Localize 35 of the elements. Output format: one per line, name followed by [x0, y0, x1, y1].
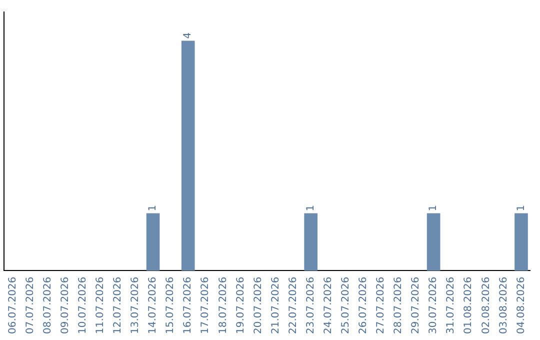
x-tick-label: 07.07.2026	[24, 276, 36, 334]
x-tick-label: 02.08.2026	[480, 276, 492, 334]
x-tick-label: 14.07.2026	[148, 276, 159, 334]
x-tick-label: 20.07.2026	[252, 276, 264, 334]
x-tick-label: 31.07.2026	[446, 276, 457, 334]
x-tick-label: 15.07.2026	[165, 276, 176, 334]
x-tick-label: 12.07.2026	[112, 276, 124, 334]
x-tick-label: 17.07.2026	[200, 276, 212, 334]
x-tick-label: 08.07.2026	[42, 276, 54, 334]
x-tick-label: 18.07.2026	[218, 276, 229, 334]
x-tick-label: 25.07.2026	[340, 276, 352, 334]
x-tick-label: 04.08.2026	[516, 276, 527, 334]
x-tick-label: 24.07.2026	[322, 276, 334, 334]
x-tick-label: 23.07.2026	[305, 276, 316, 334]
data-label: 1	[305, 204, 316, 212]
data-label: 1	[148, 204, 159, 212]
data-label: 1	[516, 204, 527, 212]
x-tick-label: 06.07.2026	[7, 276, 18, 334]
data-label: 1	[428, 204, 440, 212]
x-tick-label: 28.07.2026	[393, 276, 404, 334]
x-tick-label: 30.07.2026	[428, 276, 440, 334]
x-tick-label: 29.07.2026	[410, 276, 422, 334]
x-tick-label: 03.08.2026	[498, 276, 510, 334]
x-tick-label: 16.07.2026	[182, 276, 194, 334]
x-tick-label: 09.07.2026	[60, 276, 71, 334]
x-tick-label: 10.07.2026	[77, 276, 88, 334]
x-tick-label: 19.07.2026	[235, 276, 246, 334]
x-tick-label: 11.07.2026	[95, 276, 106, 334]
data-label: 4	[182, 32, 194, 39]
x-tick-label: 22.07.2026	[288, 276, 299, 334]
x-tick-label: 21.07.2026	[270, 276, 282, 334]
x-tick-label: 01.08.2026	[463, 276, 474, 334]
x-tick-label: 26.07.2026	[358, 276, 370, 334]
x-tick-label: 27.07.2026	[376, 276, 387, 334]
x-tick-label: 13.07.2026	[130, 276, 142, 334]
